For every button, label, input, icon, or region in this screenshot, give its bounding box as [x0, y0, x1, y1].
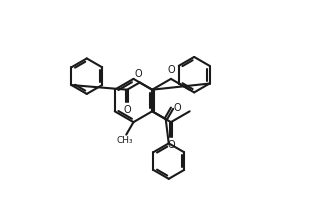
Text: O: O: [123, 105, 131, 115]
Text: O: O: [167, 65, 175, 75]
Text: O: O: [134, 69, 142, 79]
Text: CH₃: CH₃: [116, 136, 133, 145]
Text: O: O: [167, 140, 175, 149]
Text: O: O: [174, 103, 181, 113]
